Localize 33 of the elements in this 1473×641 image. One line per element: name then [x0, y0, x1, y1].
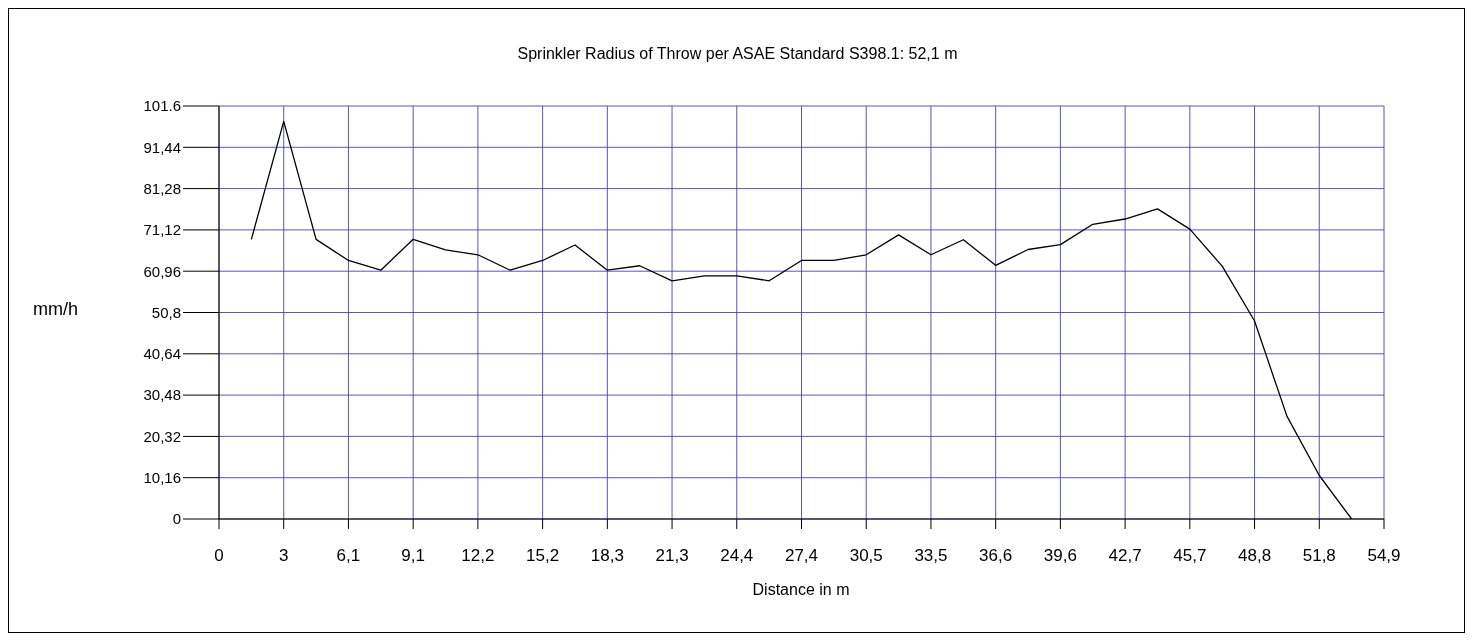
y-tick-label: 60,96 — [143, 262, 181, 280]
x-tick-label: 9,1 — [401, 546, 425, 566]
x-tick-label: 15,2 — [526, 546, 560, 566]
y-tick-label: 10,16 — [143, 469, 181, 487]
x-tick-label: 3 — [278, 546, 289, 566]
y-tick-label: 40,64 — [143, 345, 181, 363]
y-tick-label: 71,12 — [143, 221, 181, 239]
x-tick-label: 42,7 — [1108, 546, 1142, 566]
x-tick-label: 39,6 — [1043, 546, 1077, 566]
x-tick-label: 0 — [214, 546, 224, 566]
x-tick-label: 21,3 — [655, 546, 689, 566]
y-tick-label: 91,44 — [143, 138, 181, 156]
x-tick-label: 33,5 — [914, 546, 948, 566]
y-tick-label: 101.6 — [143, 97, 181, 115]
y-tick-label: 0 — [172, 510, 181, 528]
x-tick-label: 48,8 — [1238, 546, 1272, 566]
x-tick-label: 51,8 — [1302, 546, 1336, 566]
y-tick-label: 81,28 — [143, 179, 181, 197]
y-tick-label: 50,8 — [151, 303, 181, 321]
x-tick-label: 6,1 — [336, 546, 361, 566]
x-tick-label: 54,9 — [1367, 546, 1401, 566]
x-axis-title: Distance in m — [751, 581, 851, 599]
x-tick-label: 12,2 — [461, 546, 495, 566]
x-tick-label: 24,4 — [720, 546, 754, 566]
x-tick-label: 18,3 — [590, 546, 624, 566]
chart-title: Sprinkler Radius of Throw per ASAE Standard S398.1: 52,1 m — [516, 45, 959, 63]
x-tick-label: 30,5 — [849, 546, 883, 566]
x-tick-label: 36,6 — [979, 546, 1013, 566]
y-tick-label: 30,48 — [143, 386, 181, 404]
x-tick-label: 27,4 — [784, 546, 819, 566]
x-tick-label: 45,7 — [1173, 546, 1207, 566]
y-axis-title: mm/h — [33, 299, 78, 320]
y-tick-label: 20,32 — [143, 427, 181, 445]
